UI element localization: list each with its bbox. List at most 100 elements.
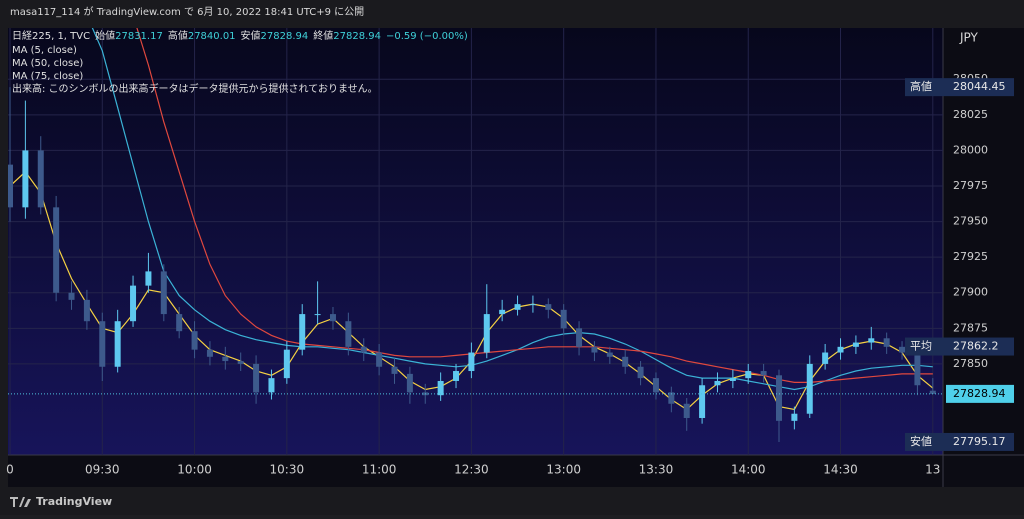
candle-body — [437, 380, 444, 396]
candle-body — [53, 207, 60, 293]
candle-body — [560, 309, 567, 329]
candle-body — [314, 314, 321, 316]
candle-body — [160, 271, 167, 315]
candle-body — [683, 403, 690, 418]
candle-body — [406, 373, 413, 393]
ohlc-name: 高値 — [168, 29, 188, 42]
candle-body — [453, 371, 460, 381]
candle-body — [791, 413, 798, 421]
candle-body — [237, 361, 244, 364]
symbol: 日経225, 1, TVC — [12, 29, 90, 42]
tv-logo — [10, 497, 31, 507]
candle-body — [8, 164, 13, 208]
candle-body — [852, 342, 859, 347]
price-label-value: 27795.17 — [953, 435, 1006, 448]
candle-body — [883, 338, 890, 347]
x-tick-label: 14:00 — [731, 463, 766, 477]
candle-body — [622, 356, 629, 367]
candle-body — [22, 150, 29, 208]
price-label-name: 平均 — [910, 340, 932, 353]
candle-body — [483, 314, 490, 353]
price-label-box — [905, 432, 1014, 451]
y-tick-label: 27975 — [953, 179, 988, 192]
change: −0.59 (−0.00%) — [386, 31, 468, 42]
legend-entry: MA (75, close) — [12, 71, 83, 82]
candle-body — [391, 366, 398, 374]
price-label-box — [905, 78, 1014, 97]
candle-body — [914, 352, 921, 386]
ohlc-name: 安値 — [241, 29, 261, 42]
publisher: masa117_114 が TradingView.com で 6月 10, 2… — [10, 5, 364, 18]
ohlc-value: 27828.94 — [261, 31, 309, 42]
volume-notice: 出来高: このシンボルの出来高データはデータ提供元から提供されておりません。 — [12, 82, 378, 95]
ohlc-name: 始値 — [95, 29, 115, 42]
ma-line — [136, 28, 933, 383]
candle-body — [253, 363, 260, 393]
candle-body — [591, 346, 598, 353]
currency: JPY — [959, 31, 979, 45]
candle-body — [499, 309, 506, 315]
candle-body — [145, 271, 152, 286]
candle-body — [652, 378, 659, 393]
candle-body — [837, 346, 844, 353]
y-tick-label: 28000 — [953, 143, 988, 156]
candle-body — [468, 352, 475, 372]
candle-body — [329, 314, 336, 322]
ma-line — [91, 28, 933, 391]
candle-body — [637, 366, 644, 379]
candle-body — [191, 331, 198, 350]
y-tick-label: 27900 — [953, 286, 988, 299]
candle-body — [130, 285, 137, 322]
x-tick-label: 13:00 — [546, 463, 581, 477]
x-tick-label: 11:00 — [362, 463, 397, 477]
candle-body — [206, 349, 213, 357]
candle-body — [576, 328, 583, 347]
x-tick-label: 0 — [6, 463, 14, 477]
candle-body — [99, 321, 106, 367]
candle-body — [529, 304, 536, 306]
candle-body — [899, 346, 906, 353]
candle-body — [360, 346, 367, 353]
candle-body — [37, 150, 44, 208]
price-axis — [943, 28, 1024, 455]
ohlc-value: 27831.17 — [115, 31, 163, 42]
x-tick-label: 09:30 — [85, 463, 120, 477]
candle-body — [514, 304, 521, 310]
candle-body — [376, 352, 383, 367]
x-tick-label: 14:30 — [823, 463, 858, 477]
candle-body — [776, 375, 782, 421]
candle-body — [929, 390, 936, 394]
brand: TradingView — [36, 495, 112, 508]
candle-body — [806, 363, 813, 414]
price-label-name: 安値 — [910, 434, 932, 448]
x-tick-label: 10:30 — [270, 463, 305, 477]
legend-entry: MA (50, close) — [12, 58, 83, 69]
candle-body — [222, 356, 229, 362]
legend-entry: MA (5, close) — [12, 45, 77, 56]
candle-body — [699, 385, 706, 418]
ohlc-value: 27828.94 — [333, 31, 381, 42]
legend-ohlc: 日経225, 1, TVC 始値27831.17 高値27840.01 安値27828… — [12, 29, 468, 42]
price-label-value: 27862.2 — [953, 340, 999, 353]
x-tick-label: 10:00 — [177, 463, 212, 477]
last-price-box — [946, 384, 1014, 403]
candle-body — [714, 380, 721, 386]
plot-area — [8, 28, 943, 455]
ohlc-name: 終値 — [313, 29, 333, 42]
y-tick-label: 28025 — [953, 108, 988, 121]
candle-body — [760, 371, 767, 376]
price-label-value: 28044.45 — [953, 80, 1006, 93]
candle-body — [745, 371, 752, 379]
candle-body — [283, 349, 290, 379]
candle-body — [668, 392, 675, 404]
candle-body — [729, 378, 736, 381]
x-tick-label: 12:30 — [454, 463, 489, 477]
y-tick-label: 27850 — [953, 357, 988, 370]
price-label-name: 高値 — [910, 79, 932, 93]
x-tick-label: 13 — [925, 463, 940, 477]
ohlc-value: 27840.01 — [188, 31, 236, 42]
candle-body — [822, 352, 829, 364]
candle-body — [868, 338, 875, 343]
